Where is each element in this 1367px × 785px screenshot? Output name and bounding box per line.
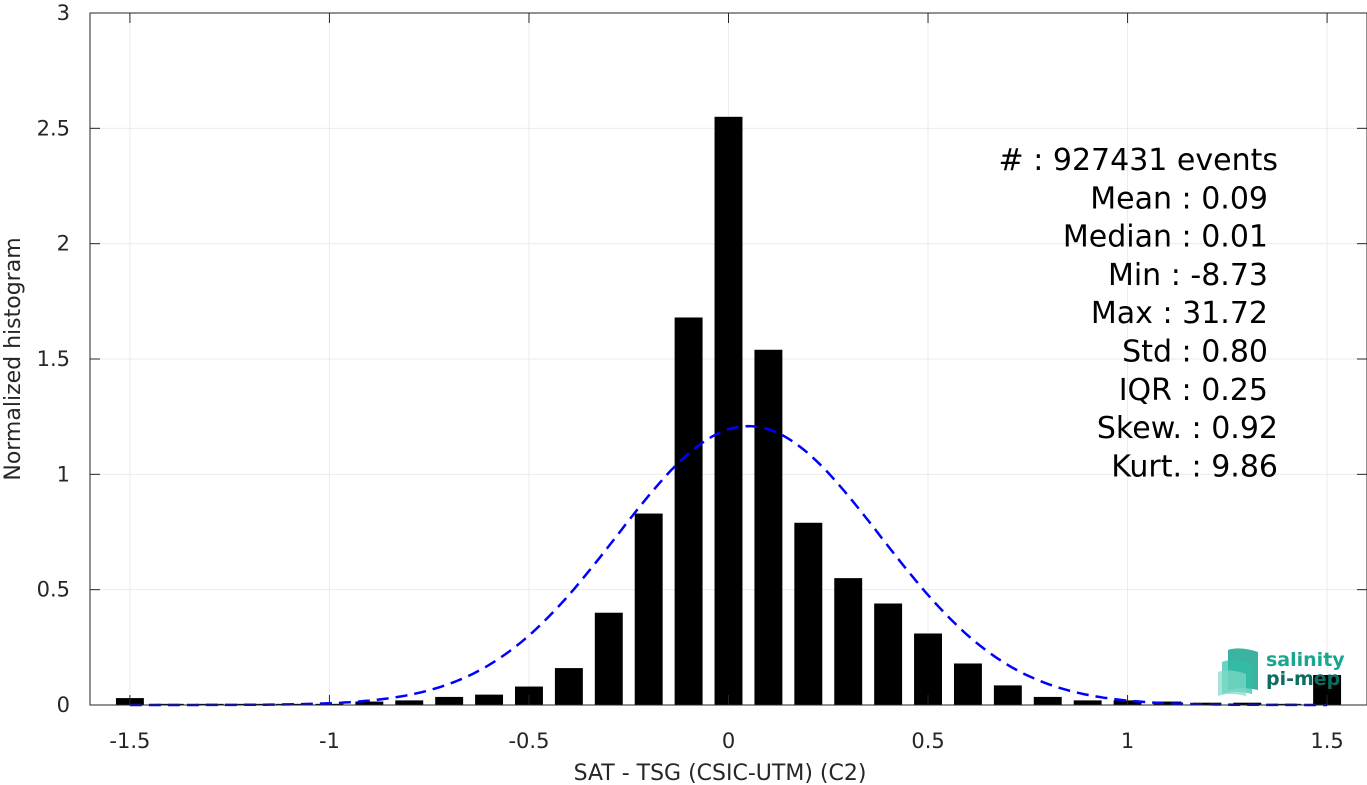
histogram-bar-14 (674, 317, 703, 705)
stats-line-7: Skew. : 0.92 (1097, 411, 1278, 446)
stats-line-8: Kurt. : 9.86 (1111, 449, 1278, 484)
histogram-bar-16 (754, 349, 783, 705)
histogram-bar-6 (355, 701, 384, 705)
logo-wave-icon (1218, 648, 1258, 696)
y-axis-label: Normalized histogram (1, 237, 26, 480)
stats-line-3: Min : -8.73 (1108, 258, 1268, 293)
x-tick-label-4: 0.5 (911, 729, 944, 753)
histogram-bar-9 (475, 694, 504, 705)
y-tick-label-6: 3 (57, 1, 70, 25)
logo-text-line2: pi-mep (1266, 668, 1340, 690)
y-tick-label-5: 2.5 (37, 116, 70, 140)
salinity-pimep-logo: salinity pi-mep (1218, 648, 1345, 696)
stats-line-6: IQR : 0.25 (1119, 373, 1268, 408)
histogram-bar-24 (1073, 700, 1102, 705)
x-tick-label-2: -0.5 (508, 729, 549, 753)
stats-line-1: Mean : 0.09 (1090, 181, 1268, 216)
histogram-bar-7 (395, 700, 424, 705)
histogram-bar-17 (794, 522, 823, 705)
y-tick-label-0: 0 (57, 693, 70, 717)
histogram-bar-23 (1033, 696, 1062, 705)
histogram-bar-13 (634, 513, 663, 705)
histogram-bar-27 (1193, 702, 1222, 705)
stats-line-0: # : 927431 events (999, 143, 1278, 178)
histogram-bar-21 (953, 663, 982, 705)
histogram-bar-18 (834, 578, 863, 705)
histogram-bar-20 (914, 633, 942, 705)
histogram-bars (115, 116, 1342, 706)
stats-line-5: Std : 0.80 (1122, 335, 1268, 370)
histogram-bar-12 (594, 612, 623, 705)
histogram-bar-19 (874, 603, 903, 705)
x-tick-label-1: -1 (319, 729, 340, 753)
stats-line-4: Max : 31.72 (1091, 296, 1268, 331)
x-tick-label-6: 1.5 (1310, 729, 1343, 753)
x-axis-ticks: -1.5 -1 -0.5 0 0.5 1 1.5 (109, 13, 1344, 753)
stats-line-2: Median : 0.01 (1063, 220, 1268, 255)
y-tick-label-4: 2 (57, 232, 70, 256)
histogram-bar-8 (435, 696, 464, 705)
y-tick-label-1: 0.5 (37, 578, 70, 602)
x-axis-label: SAT - TSG (CSIC-UTM) (C2) (574, 761, 867, 785)
histogram-bar-26 (1153, 701, 1182, 705)
x-tick-label-3: 0 (722, 729, 735, 753)
histogram-bar-15 (714, 116, 743, 706)
y-tick-label-2: 1 (57, 462, 70, 486)
histogram-bar-11 (554, 668, 583, 705)
x-tick-label-0: -1.5 (109, 729, 150, 753)
y-axis-ticks: 0 0.5 1 1.5 2 2.5 3 (37, 1, 1367, 717)
histogram-bar-22 (993, 685, 1022, 705)
y-tick-label-3: 1.5 (37, 347, 70, 371)
logo-text-line1: salinity (1266, 649, 1345, 671)
x-tick-label-5: 1 (1121, 729, 1134, 753)
